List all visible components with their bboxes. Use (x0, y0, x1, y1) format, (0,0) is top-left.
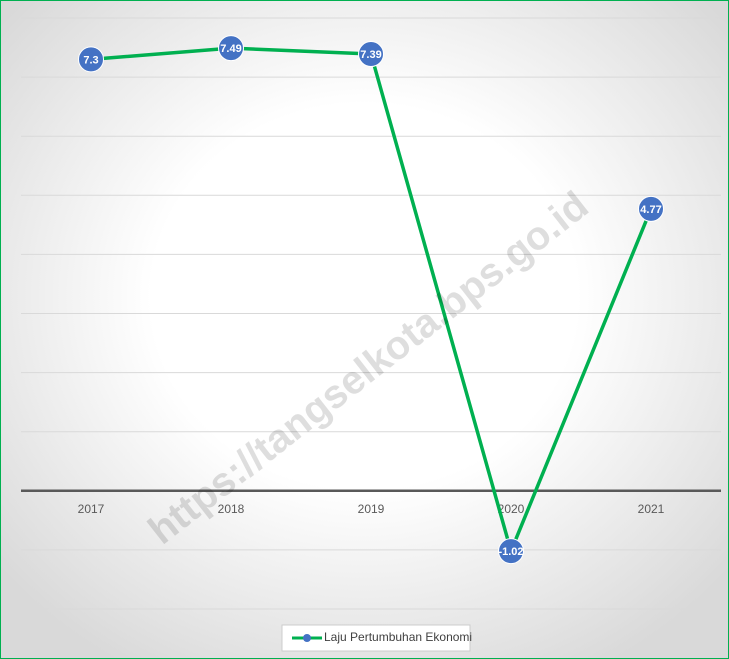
x-tick-label: 2017 (78, 502, 105, 516)
x-tick-label: 2018 (218, 502, 245, 516)
x-tick-label: 2019 (358, 502, 385, 516)
plot: 7.3 7.49 7.39 -1.02 4.77 (78, 35, 664, 565)
data-label: 7.3 (83, 54, 98, 66)
data-point (358, 41, 384, 68)
grid: 2017 2018 2019 2020 2021 (21, 17, 721, 610)
legend-label: Laju Pertumbuhan Ekonomi (324, 630, 472, 644)
data-point (498, 538, 524, 565)
data-label: 4.77 (640, 204, 661, 216)
x-tick-label: 2021 (638, 502, 665, 516)
data-point (78, 46, 104, 73)
data-label: -1.02 (498, 546, 523, 558)
data-point (218, 35, 244, 62)
x-tick-label: 2020 (498, 502, 525, 516)
legend: Laju Pertumbuhan Ekonomi (292, 630, 472, 644)
data-label: 7.39 (360, 49, 381, 61)
data-point (638, 195, 664, 222)
legend-marker (303, 634, 311, 642)
data-label: 7.49 (220, 43, 241, 55)
